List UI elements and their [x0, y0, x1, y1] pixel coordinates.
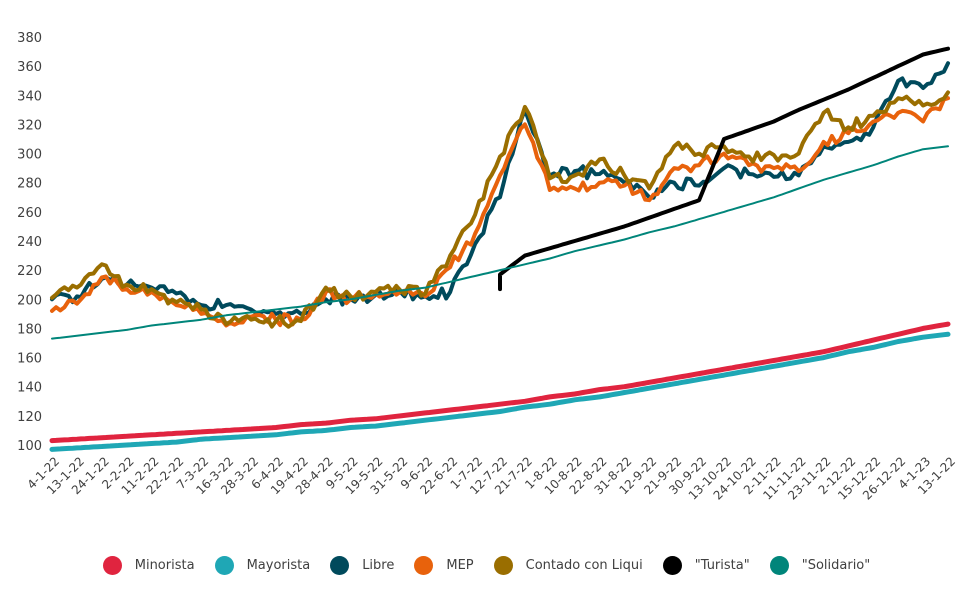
y-tick-label: 120	[17, 410, 42, 425]
legend-item-mep[interactable]: MEP	[414, 556, 474, 575]
legend-dot-icon	[214, 556, 234, 575]
y-axis: 100 120 140 160 180 200 220 240 260 280 300 320 340 3…	[17, 31, 42, 454]
y-tick-label: 100	[17, 439, 42, 454]
legend-dot-icon	[330, 556, 350, 575]
legend-dot-icon	[414, 556, 434, 575]
legend-label: Mayorista	[246, 558, 311, 573]
y-tick-label: 380	[17, 31, 42, 46]
y-tick-label: 140	[17, 381, 42, 396]
y-tick-label: 220	[17, 264, 42, 279]
series-line-mayorista	[49, 331, 951, 452]
legend-label: "Solidario"	[801, 558, 871, 573]
y-tick-label: 320	[17, 118, 42, 133]
legend-label: Contado con Liqui	[525, 558, 643, 573]
series-line-libre	[50, 61, 950, 320]
legend-dot-icon	[493, 556, 513, 575]
plot-area	[49, 46, 951, 452]
series-line-solidario	[51, 145, 949, 340]
y-tick-label: 360	[17, 60, 42, 75]
series-line-turista	[498, 46, 950, 292]
legend-item-minorista[interactable]: Minorista	[102, 556, 195, 575]
legend-dot-icon	[662, 556, 682, 575]
y-tick-label: 340	[17, 89, 42, 104]
legend-item-solidario[interactable]: "Solidario"	[769, 556, 871, 575]
y-tick-label: 180	[17, 322, 42, 337]
line-chart: 100 120 140 160 180 200 220 240 260 280 300 320 340 3…	[17, 31, 959, 503]
legend-label: Libre	[362, 558, 395, 573]
y-tick-label: 240	[17, 235, 42, 250]
legend-item-turista[interactable]: "Turista"	[662, 556, 750, 575]
series-line-contado-con-liqui	[50, 90, 950, 329]
legend-label: "Turista"	[694, 558, 750, 573]
legend-label: Minorista	[134, 558, 195, 573]
legend-label: MEP	[446, 558, 474, 573]
y-tick-label: 260	[17, 206, 42, 221]
legend-dot-icon	[102, 556, 122, 575]
y-tick-label: 300	[17, 148, 42, 163]
legend: Minorista Mayorista Libre MEP Contado co…	[0, 556, 973, 575]
legend-dot-icon	[769, 556, 789, 575]
y-tick-label: 200	[17, 293, 42, 308]
series-line-minorista	[49, 321, 951, 444]
series-line-mep	[50, 96, 950, 328]
y-tick-label: 280	[17, 177, 42, 192]
legend-item-libre[interactable]: Libre	[330, 556, 394, 575]
x-axis: 4-1-2213-1-2224-1-222-2-2211-2-2222-2-22…	[25, 454, 959, 502]
y-tick-label: 160	[17, 352, 42, 367]
legend-item-mayorista[interactable]: Mayorista	[214, 556, 311, 575]
legend-item-contado-con-liqui[interactable]: Contado con Liqui	[493, 556, 643, 575]
